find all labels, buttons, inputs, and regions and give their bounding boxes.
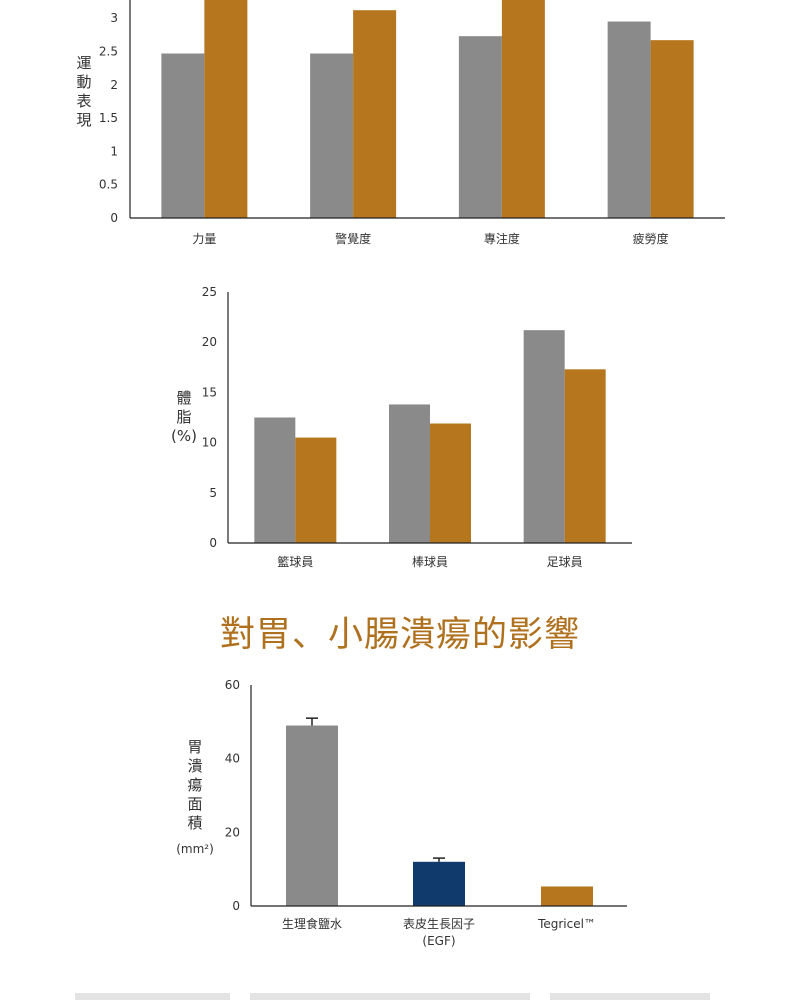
y-tick-label: 60: [225, 678, 240, 692]
y-axis-label-char: 體: [176, 389, 191, 407]
y-tick-label: 1.5: [99, 111, 118, 125]
x-category-label: 表皮生長因子: [403, 917, 475, 931]
y-axis-label-part: (mm²): [176, 842, 214, 856]
y-tick-label: 2.5: [99, 45, 118, 59]
y-tick-label: 0: [209, 536, 217, 550]
x-category-label: 警覺度: [335, 231, 371, 246]
bottom-image-strip-3: [550, 993, 710, 1000]
x-category-label: 疲勞度: [633, 231, 669, 246]
x-category-label: 足球員: [547, 555, 583, 569]
section-heading: 對胃、小腸潰瘍的影響: [219, 615, 580, 655]
y-axis-label-part: 潰: [187, 757, 202, 775]
x-category-label: 籃球員: [277, 554, 313, 569]
bar-gold-0: [295, 437, 337, 543]
y-tick-label: 15: [202, 385, 217, 399]
y-axis-label-char: (%): [171, 427, 197, 445]
y-tick-label: 0.5: [99, 178, 118, 192]
y-tick-label: 0: [110, 211, 118, 225]
y-tick-label: 0: [232, 899, 240, 913]
y-tick-label: 5: [209, 486, 217, 500]
bottom-image-strip-1: [75, 993, 230, 1000]
bar-gold-1: [430, 423, 471, 543]
x-category-label: 專注度: [484, 231, 520, 246]
y-axis-label-part: 面: [187, 795, 202, 813]
bar-2: [541, 886, 593, 906]
y-tick-label: 2: [110, 78, 118, 92]
y-tick-label: 10: [202, 436, 217, 450]
x-category-label: Tegricel™: [537, 917, 596, 931]
y-axis-label-part: 瘍: [187, 776, 202, 794]
y-tick-label: 1: [110, 144, 118, 158]
bar-gray-0: [161, 53, 205, 218]
y-axis-label-char: 脂: [176, 408, 191, 426]
bar-gold-3: [650, 40, 694, 218]
y-axis-label-char: 表: [76, 92, 91, 110]
bar-gray-2: [523, 330, 565, 543]
bar-gray-0: [254, 417, 296, 543]
y-axis-label-part: 積: [187, 814, 202, 832]
y-tick-label: 20: [202, 335, 217, 349]
bar-gray-2: [458, 36, 502, 218]
y-tick-label: 20: [225, 825, 240, 839]
y-axis-label-char: 運: [76, 54, 91, 72]
bar-gold-1: [353, 10, 397, 218]
bar-gray-3: [607, 21, 651, 219]
bar-0: [286, 725, 338, 906]
y-tick-label: 25: [202, 285, 217, 299]
bar-gold-0: [204, 0, 248, 219]
bar-1: [413, 861, 465, 906]
bar-gold-2: [501, 0, 545, 219]
bar-gold-2: [564, 369, 606, 543]
y-tick-label: 3: [110, 11, 118, 25]
bar-gray-1: [310, 53, 354, 218]
bar-gray-1: [389, 404, 430, 543]
x-category-sublabel: (EGF): [422, 934, 455, 948]
x-category-label: 力量: [192, 232, 216, 246]
bottom-image-strip-2: [250, 993, 530, 1000]
y-axis-label-char: 動: [76, 73, 91, 91]
y-tick-label: 40: [225, 752, 240, 766]
y-axis-label-char: 現: [76, 111, 91, 129]
chart-2-body-fat: 0 5 10 15 20 25 體脂(%) 籃球員 棒球員 足球員: [171, 285, 632, 569]
y-axis-label-part: 胃: [187, 738, 202, 756]
x-category-label: 棒球員: [412, 555, 448, 569]
x-category-label: 生理食鹽水: [282, 916, 342, 931]
